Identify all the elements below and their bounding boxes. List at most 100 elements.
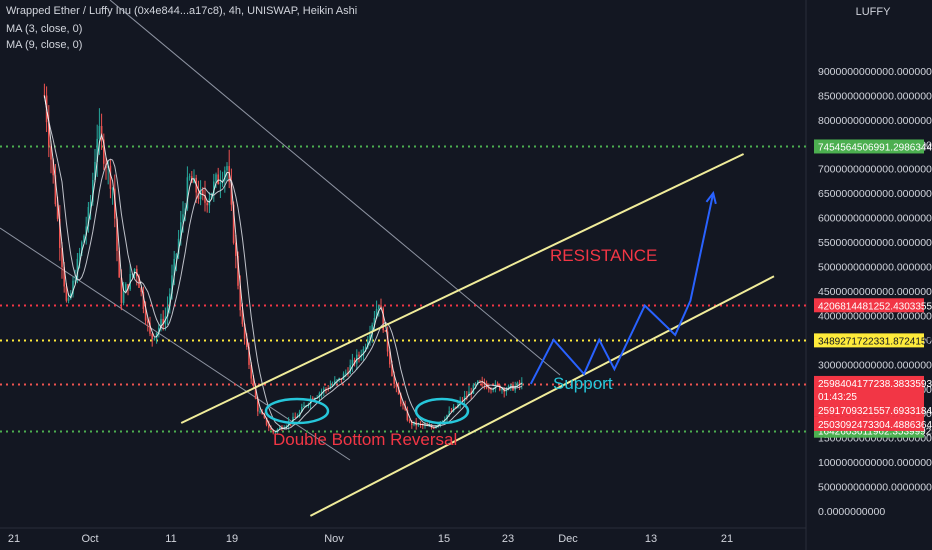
candle-body: [250, 364, 252, 379]
candle-body: [122, 291, 125, 303]
candle-body: [118, 250, 120, 278]
ma-9-legend[interactable]: MA (9, close, 0): [6, 39, 83, 51]
channel-lower-line: [309, 275, 775, 517]
candle-body: [516, 382, 519, 386]
price-badge-label: 2591709321557.6933184512: [818, 406, 932, 417]
candle-body: [232, 204, 235, 243]
candle-body: [408, 420, 411, 422]
countdown-label: 01:43:25: [818, 392, 857, 403]
candle-body: [472, 384, 475, 394]
candle-body: [120, 277, 123, 303]
candle-body: [149, 322, 151, 334]
candle-body: [402, 403, 404, 406]
candle-body: [373, 317, 376, 325]
candle-body: [397, 386, 400, 395]
candle-body: [94, 161, 96, 180]
candle-body: [371, 324, 373, 335]
candle-body: [294, 416, 296, 418]
candle-body: [257, 398, 259, 412]
candle-body: [142, 291, 145, 309]
candle-body: [210, 193, 213, 199]
candle-body: [501, 388, 503, 391]
candle-body: [386, 331, 389, 352]
candle-body: [274, 431, 277, 433]
candle-body: [230, 181, 233, 205]
time-tick-label: 15: [438, 533, 450, 545]
candle-body: [389, 351, 391, 365]
candle-body: [237, 255, 239, 286]
time-tick-label: 11: [165, 533, 176, 545]
candle-body: [180, 222, 182, 239]
time-tick-label: Nov: [324, 533, 344, 545]
candle-body: [252, 378, 255, 386]
candle-body: [138, 276, 140, 288]
candle-body: [446, 414, 448, 420]
candle-body: [455, 406, 457, 408]
candle-body: [248, 347, 250, 365]
candle-body: [175, 253, 178, 259]
price-tick-label: 0.0000000000: [818, 506, 885, 518]
price-tick-label: 1000000000000.0000000000: [818, 457, 932, 469]
candle-body: [241, 310, 244, 325]
candle-body: [116, 218, 118, 251]
candle-body: [85, 226, 87, 236]
candle-body: [433, 427, 435, 429]
price-tick-label: 500000000000.0000000000: [818, 482, 932, 494]
channel-upper-line: [180, 153, 745, 424]
candle-body: [367, 340, 369, 348]
candle-body: [169, 293, 171, 307]
candle-body: [298, 411, 301, 417]
candle-body: [109, 165, 112, 189]
candle-body: [52, 159, 54, 176]
resistance-label: RESISTANCE: [550, 246, 657, 265]
candle-body: [153, 338, 156, 340]
candle-body: [74, 280, 76, 282]
candle-body: [254, 385, 257, 399]
candle-body: [188, 176, 191, 178]
price-tick-label: 5000000000000.0000000000: [818, 262, 932, 274]
candle-body: [303, 405, 305, 407]
candle-body: [499, 385, 501, 391]
time-tick-label: 21: [8, 533, 20, 545]
candle-body: [494, 383, 497, 390]
candle-body: [59, 218, 61, 248]
candle-body: [279, 427, 281, 430]
candle-body: [76, 258, 79, 281]
ma-3-legend[interactable]: MA (3, close, 0): [6, 23, 83, 35]
candle-body: [246, 338, 248, 348]
candle-body: [235, 242, 237, 256]
current-price-label: 2598404177238.3833593856: [818, 379, 932, 390]
candle-body: [193, 177, 195, 183]
descending-trendline-upper: [109, 0, 561, 376]
candle-body: [272, 429, 274, 433]
candle-body: [276, 429, 279, 432]
candle-body: [199, 189, 202, 200]
candle-body: [171, 275, 173, 294]
candle-body: [96, 138, 98, 162]
candle-body: [177, 238, 180, 254]
candle-body: [259, 411, 261, 413]
candle-body: [437, 424, 439, 426]
price-tick-label: 7000000000000.0000000000: [818, 164, 932, 176]
price-tick-label: 5500000000000.0000000000: [818, 237, 932, 249]
candle-body: [219, 182, 222, 185]
candle-body: [479, 380, 481, 382]
candle-body: [243, 324, 246, 339]
candle-body: [364, 347, 367, 350]
candle-body: [468, 391, 470, 397]
chart-title: Wrapped Ether / Luffy Inu (0x4e844...a17…: [6, 5, 358, 17]
candle-body: [505, 389, 508, 392]
candle-body: [378, 305, 380, 310]
candle-body: [492, 389, 494, 391]
candle-body: [510, 384, 512, 386]
candle-body: [406, 409, 409, 421]
symbol-label: LUFFY: [855, 6, 891, 18]
candle-body: [202, 189, 204, 195]
candle-body: [127, 284, 129, 290]
time-tick-label: 13: [645, 533, 657, 545]
candle-body: [155, 332, 158, 339]
candle-body: [323, 388, 325, 392]
candle-body: [336, 379, 338, 381]
